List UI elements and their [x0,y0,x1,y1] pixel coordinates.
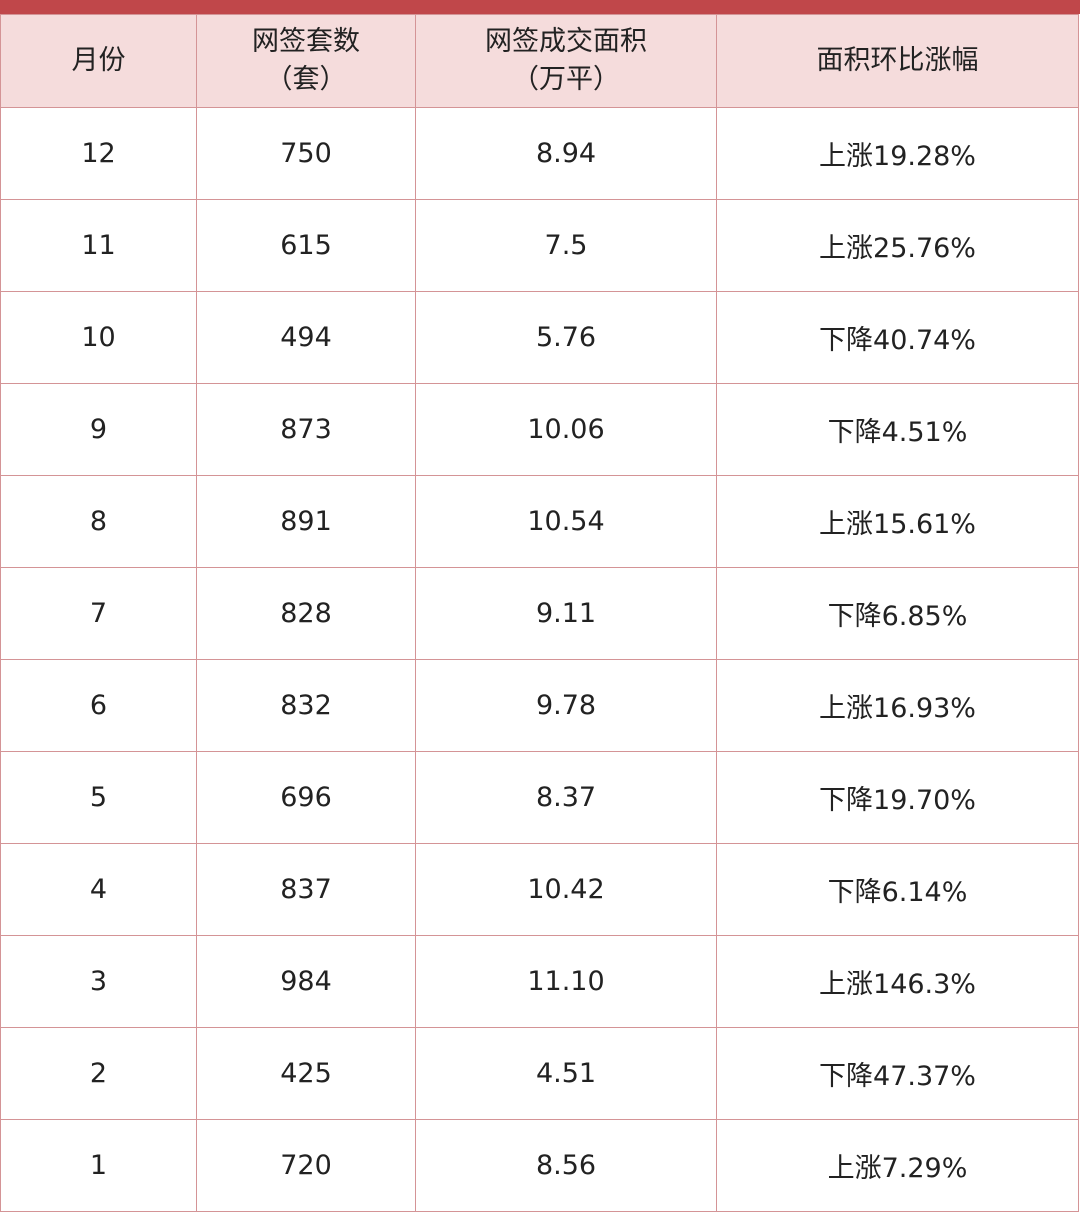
table-row: 9 873 10.06 下降4.51% [0,383,1079,476]
cell-month: 4 [0,843,197,936]
cell-area: 9.78 [415,659,717,752]
cell-change: 下降40.74% [716,291,1079,384]
cell-change: 下降47.37% [716,1027,1079,1120]
header-area: 网签成交面积 （万平） [415,14,717,108]
cell-change: 下降6.14% [716,843,1079,936]
cell-area: 8.56 [415,1119,717,1212]
cell-month: 3 [0,935,197,1028]
cell-month: 2 [0,1027,197,1120]
table-row: 12 750 8.94 上涨19.28% [0,107,1079,200]
header-change: 面积环比涨幅 [716,14,1079,108]
header-area-label: 网签成交面积 [485,26,647,57]
cell-area: 8.94 [415,107,717,200]
header-units-label: 网签套数 [252,26,360,57]
header-area-unit: （万平） [512,64,620,95]
cell-month: 8 [0,475,197,568]
cell-change: 上涨146.3% [716,935,1079,1028]
cell-change: 上涨25.76% [716,199,1079,292]
cell-change: 上涨7.29% [716,1119,1079,1212]
cell-month: 5 [0,751,197,844]
table-header-row: 月份 网签套数 （套） 网签成交面积 （万平） 面积环比涨幅 [0,14,1079,108]
header-month: 月份 [0,14,197,108]
cell-units: 494 [196,291,416,384]
cell-units: 828 [196,567,416,660]
header-units: 网签套数 （套） [196,14,416,108]
top-accent-bar [0,0,1080,14]
cell-area: 11.10 [415,935,717,1028]
table-row: 7 828 9.11 下降6.85% [0,567,1079,660]
cell-units: 720 [196,1119,416,1212]
cell-change: 下降19.70% [716,751,1079,844]
cell-area: 10.54 [415,475,717,568]
cell-units: 984 [196,935,416,1028]
header-change-label: 面积环比涨幅 [816,45,979,76]
cell-area: 4.51 [415,1027,717,1120]
cell-units: 832 [196,659,416,752]
cell-area: 10.42 [415,843,717,936]
header-month-label: 月份 [71,45,126,76]
cell-units: 837 [196,843,416,936]
table-row: 8 891 10.54 上涨15.61% [0,475,1079,568]
cell-month: 1 [0,1119,197,1212]
cell-change: 上涨15.61% [716,475,1079,568]
cell-change: 下降6.85% [716,567,1079,660]
table-row: 10 494 5.76 下降40.74% [0,291,1079,384]
table-row: 5 696 8.37 下降19.70% [0,751,1079,844]
table-row: 1 720 8.56 上涨7.29% [0,1119,1079,1212]
cell-area: 8.37 [415,751,717,844]
cell-change: 上涨16.93% [716,659,1079,752]
cell-area: 10.06 [415,383,717,476]
table-row: 3 984 11.10 上涨146.3% [0,935,1079,1028]
table-row: 4 837 10.42 下降6.14% [0,843,1079,936]
cell-month: 12 [0,107,197,200]
cell-units: 891 [196,475,416,568]
cell-change: 下降4.51% [716,383,1079,476]
cell-units: 873 [196,383,416,476]
cell-month: 7 [0,567,197,660]
table-row: 6 832 9.78 上涨16.93% [0,659,1079,752]
sales-table: 月份 网签套数 （套） 网签成交面积 （万平） 面积环比涨幅 12 750 8.… [0,14,1079,1212]
table-row: 11 615 7.5 上涨25.76% [0,199,1079,292]
cell-month: 11 [0,199,197,292]
cell-month: 9 [0,383,197,476]
cell-month: 10 [0,291,197,384]
cell-units: 696 [196,751,416,844]
cell-area: 5.76 [415,291,717,384]
table-row: 2 425 4.51 下降47.37% [0,1027,1079,1120]
cell-units: 425 [196,1027,416,1120]
cell-units: 615 [196,199,416,292]
cell-month: 6 [0,659,197,752]
cell-units: 750 [196,107,416,200]
cell-area: 9.11 [415,567,717,660]
cell-change: 上涨19.28% [716,107,1079,200]
header-units-unit: （套） [265,64,347,95]
cell-area: 7.5 [415,199,717,292]
